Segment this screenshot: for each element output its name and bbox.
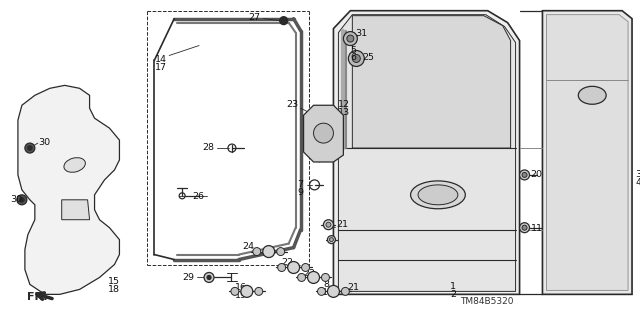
Text: 29: 29: [182, 273, 194, 282]
Circle shape: [204, 272, 214, 282]
Ellipse shape: [64, 158, 85, 172]
Text: 15: 15: [108, 278, 120, 286]
Circle shape: [321, 273, 330, 281]
Circle shape: [263, 246, 275, 257]
Circle shape: [522, 173, 527, 177]
Circle shape: [298, 273, 305, 281]
Circle shape: [207, 276, 211, 279]
Circle shape: [326, 222, 331, 227]
Circle shape: [314, 123, 333, 143]
Ellipse shape: [579, 86, 606, 104]
Circle shape: [28, 145, 33, 151]
Circle shape: [520, 223, 529, 233]
Text: TM84B5320: TM84B5320: [460, 297, 513, 306]
Circle shape: [328, 236, 335, 244]
Circle shape: [330, 238, 333, 241]
Polygon shape: [303, 105, 344, 162]
Text: 30: 30: [38, 138, 50, 147]
Circle shape: [301, 263, 310, 271]
Text: 9: 9: [298, 188, 303, 197]
Text: 21: 21: [337, 220, 348, 229]
Text: 22: 22: [282, 257, 294, 267]
Text: 20: 20: [531, 170, 543, 179]
Text: 1: 1: [450, 282, 456, 292]
Polygon shape: [353, 16, 511, 148]
Circle shape: [231, 287, 239, 295]
Circle shape: [308, 271, 319, 283]
Text: 22: 22: [303, 270, 316, 278]
Text: 30: 30: [10, 195, 22, 204]
Circle shape: [241, 286, 253, 297]
Circle shape: [522, 225, 527, 230]
Text: 16: 16: [235, 283, 247, 293]
Circle shape: [341, 287, 349, 295]
Text: 25: 25: [362, 53, 374, 62]
Circle shape: [255, 287, 263, 295]
Circle shape: [278, 263, 285, 271]
Circle shape: [344, 32, 357, 46]
Text: 17: 17: [156, 63, 167, 72]
Circle shape: [280, 17, 287, 25]
Text: 24: 24: [242, 241, 254, 251]
Text: 27: 27: [249, 13, 260, 22]
Circle shape: [253, 248, 260, 256]
Circle shape: [328, 286, 339, 297]
Polygon shape: [543, 11, 632, 294]
Polygon shape: [547, 15, 628, 290]
Text: 28: 28: [202, 143, 214, 152]
Ellipse shape: [411, 181, 465, 209]
Text: 31: 31: [355, 29, 367, 38]
Polygon shape: [333, 11, 520, 294]
Circle shape: [317, 287, 326, 295]
Circle shape: [348, 50, 364, 66]
Text: 19: 19: [235, 291, 247, 300]
Text: 26: 26: [192, 192, 204, 201]
Polygon shape: [339, 15, 516, 291]
Circle shape: [25, 143, 35, 153]
Text: 18: 18: [108, 286, 120, 294]
Circle shape: [353, 55, 360, 63]
Text: 6: 6: [350, 54, 356, 63]
Circle shape: [287, 262, 300, 273]
Circle shape: [17, 195, 27, 205]
Ellipse shape: [418, 185, 458, 205]
Text: 23: 23: [287, 100, 299, 109]
Text: 13: 13: [339, 108, 351, 117]
Text: 7: 7: [298, 180, 303, 189]
Text: 8: 8: [323, 280, 330, 289]
Circle shape: [520, 170, 529, 180]
Text: 2: 2: [450, 290, 456, 300]
Text: 3: 3: [635, 170, 640, 179]
Text: 14: 14: [156, 56, 167, 64]
Text: FR.: FR.: [28, 293, 48, 302]
Circle shape: [19, 197, 24, 202]
Text: 5: 5: [350, 46, 356, 55]
Text: 10: 10: [321, 288, 333, 297]
Circle shape: [323, 220, 333, 230]
Text: 4: 4: [635, 178, 640, 187]
Circle shape: [347, 35, 354, 42]
Circle shape: [276, 248, 285, 256]
Polygon shape: [61, 200, 90, 220]
Text: 21: 21: [348, 283, 360, 293]
Text: 11: 11: [531, 224, 543, 233]
Text: 12: 12: [339, 100, 351, 109]
Polygon shape: [18, 85, 120, 294]
